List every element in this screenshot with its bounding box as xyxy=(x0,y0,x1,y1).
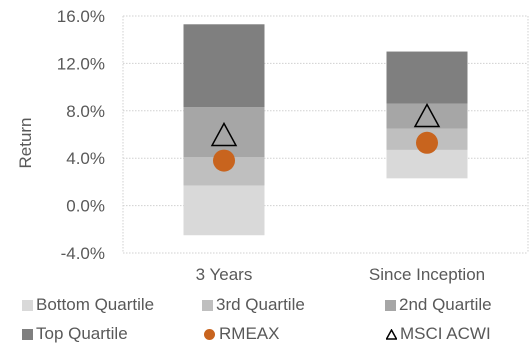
point-markers xyxy=(210,102,441,172)
x-axis-ticks: 3 Years Since Inception xyxy=(196,265,485,284)
legend-item-top-quartile: Top Quartile xyxy=(22,324,128,344)
legend-item-3rd-quartile: 3rd Quartile xyxy=(202,295,305,315)
y-tick-label: 8.0% xyxy=(66,102,105,121)
legend-label-msci-acwi: MSCI ACWI xyxy=(400,324,491,343)
legend-item-rmeax: RMEAX xyxy=(204,324,279,344)
y-axis-ticks: -4.0% 0.0% 4.0% 8.0% 12.0% 16.0% xyxy=(57,7,105,263)
y-tick-label: -4.0% xyxy=(61,244,105,263)
legend-swatch-2nd-quartile xyxy=(385,299,396,311)
legend-label-top-quartile: Top Quartile xyxy=(36,324,128,343)
legend-label-bottom-quartile: Bottom Quartile xyxy=(36,295,155,314)
y-tick-label: 12.0% xyxy=(57,54,105,73)
point-msci-acwi xyxy=(413,102,441,128)
legend-item-msci-acwi: MSCI ACWI xyxy=(386,324,491,344)
point-rmeax xyxy=(213,149,235,172)
legend-swatch-bottom-quartile xyxy=(22,299,33,311)
y-axis-title: Return xyxy=(16,117,35,168)
bars xyxy=(183,24,468,236)
legend-swatch-msci-acwi xyxy=(386,328,397,340)
legend-swatch-3rd-quartile xyxy=(202,299,213,311)
bar-2nd-quartile xyxy=(183,107,265,158)
legend-label-2nd-quartile: 2nd Quartile xyxy=(399,295,492,314)
x-tick-label: Since Inception xyxy=(369,265,485,284)
legend-item-2nd-quartile: 2nd Quartile xyxy=(385,295,492,315)
bar-bottom-quartile xyxy=(183,185,265,236)
legend-swatch-top-quartile xyxy=(22,328,33,340)
x-tick-label: 3 Years xyxy=(196,265,253,284)
y-tick-label: 0.0% xyxy=(66,197,105,216)
bar-top-quartile xyxy=(386,51,468,104)
bar-top-quartile xyxy=(183,24,265,108)
legend-swatch-rmeax xyxy=(204,328,215,340)
y-tick-label: 16.0% xyxy=(57,7,105,26)
legend-item-bottom-quartile: Bottom Quartile xyxy=(22,295,154,315)
bar-2nd-quartile xyxy=(386,103,468,129)
legend-label-3rd-quartile: 3rd Quartile xyxy=(216,295,305,314)
y-tick-label: 4.0% xyxy=(66,149,105,168)
point-rmeax xyxy=(416,131,438,154)
legend-label-rmeax: RMEAX xyxy=(219,324,280,343)
point-msci-acwi xyxy=(210,121,238,147)
bar-bottom-quartile xyxy=(386,149,468,179)
